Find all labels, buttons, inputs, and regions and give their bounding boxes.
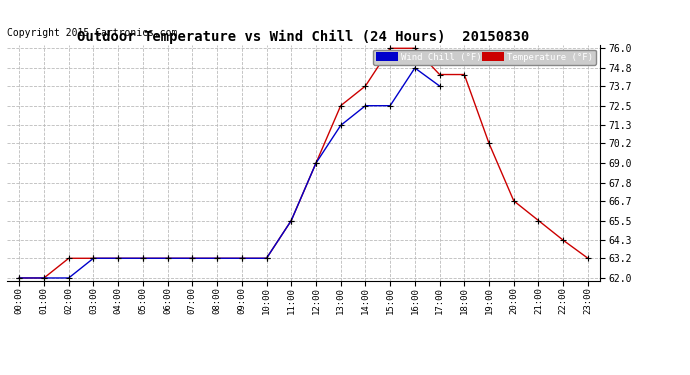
Legend: Wind Chill (°F), Temperature (°F): Wind Chill (°F), Temperature (°F) bbox=[373, 50, 595, 64]
Text: Copyright 2015 Cartronics.com: Copyright 2015 Cartronics.com bbox=[7, 28, 177, 38]
Title: Outdoor Temperature vs Wind Chill (24 Hours)  20150830: Outdoor Temperature vs Wind Chill (24 Ho… bbox=[77, 30, 530, 44]
